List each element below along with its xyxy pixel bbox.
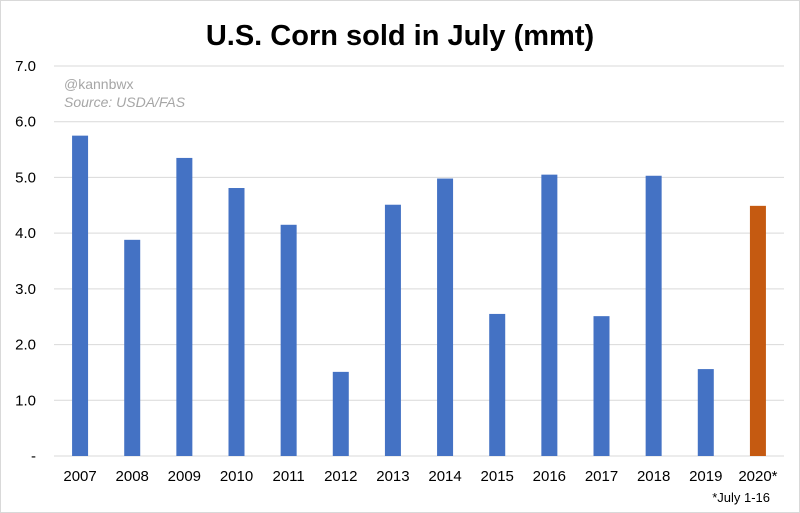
x-tick-label: 2008 <box>116 468 149 485</box>
bar <box>332 371 349 456</box>
bar <box>749 205 766 456</box>
bar <box>72 135 89 456</box>
x-tick-label: 2010 <box>220 468 253 485</box>
x-tick-label: 2016 <box>533 468 566 485</box>
credit-handle: @kannbwx <box>64 76 134 92</box>
y-tick-label: 7.0 <box>15 58 36 75</box>
x-tick-label: 2009 <box>168 468 201 485</box>
bar <box>280 224 297 456</box>
x-tick-label: 2017 <box>585 468 618 485</box>
y-tick-label: 5.0 <box>15 169 36 186</box>
x-tick-label: 2012 <box>324 468 357 485</box>
x-tick-label: 2019 <box>689 468 722 485</box>
y-tick-label: - <box>31 448 36 465</box>
y-tick-label: 3.0 <box>15 281 36 298</box>
bar <box>124 239 141 456</box>
x-tick-label: 2018 <box>637 468 670 485</box>
bar <box>384 204 401 456</box>
y-tick-label: 6.0 <box>15 114 36 131</box>
bar <box>437 178 454 457</box>
x-tick-label: 2013 <box>376 468 409 485</box>
y-tick-label: 2.0 <box>15 337 36 354</box>
footnote: *July 1-16 <box>712 490 770 505</box>
x-tick-label: 2011 <box>273 468 305 485</box>
bar <box>697 369 714 456</box>
x-tick-label: 2014 <box>428 468 461 485</box>
y-tick-label: 1.0 <box>15 392 36 409</box>
bar <box>541 174 558 456</box>
bar <box>593 316 610 456</box>
bar <box>489 313 506 456</box>
bar <box>645 175 662 456</box>
source-note: Source: USDA/FAS <box>64 94 186 110</box>
bar <box>228 188 245 456</box>
x-tick-label: 2015 <box>481 468 514 485</box>
bar <box>176 157 193 456</box>
y-tick-label: 4.0 <box>15 225 36 242</box>
x-tick-label: 2020* <box>738 468 777 485</box>
x-tick-label: 2007 <box>63 468 96 485</box>
chart-title: U.S. Corn sold in July (mmt) <box>205 20 595 52</box>
